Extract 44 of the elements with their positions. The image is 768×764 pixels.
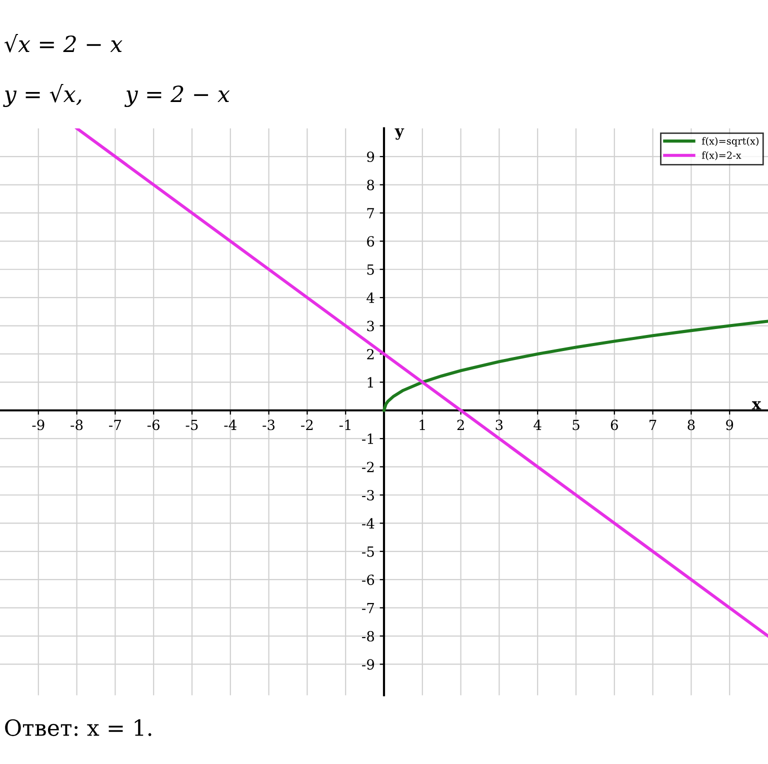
y-tick-label: -2 (362, 462, 374, 472)
x-tick-label: -5 (186, 420, 198, 430)
x-tick-label: -1 (339, 420, 350, 430)
x-tick-label: 8 (688, 420, 695, 430)
x-tick-label: 2 (457, 420, 464, 430)
y-tick-label: -5 (362, 546, 374, 557)
y-tick-label: 5 (367, 264, 374, 275)
y-tick-label: 4 (366, 292, 374, 303)
x-tick-label: 4 (534, 420, 542, 430)
y-tick-label: -7 (362, 602, 374, 614)
legend-label: f(x)=2-x (702, 151, 742, 160)
x-tick-label: -7 (109, 420, 121, 430)
y-tick-label: 7 (367, 208, 374, 218)
y-tick-label: 2 (367, 348, 374, 360)
x-tick-label: -3 (262, 420, 275, 430)
y-tick-label: -1 (362, 434, 373, 444)
x-tick-label: 6 (610, 420, 618, 430)
text: y = √x, y = 2 − x (3, 84, 230, 107)
x-tick-label: -4 (224, 420, 236, 430)
y-tick-label: 3 (367, 320, 374, 332)
x-tick-label: -8 (70, 420, 83, 430)
y-tick-label: -6 (362, 574, 374, 586)
x-tick-label: 3 (496, 420, 503, 430)
y-tick-label: -8 (362, 630, 374, 642)
x-tick-label: 9 (726, 420, 734, 430)
x-axis-title: x (752, 401, 762, 410)
x-tick-label: 1 (420, 420, 425, 430)
legend-label: f(x)=sqrt(x) (702, 137, 758, 147)
y-tick-label: -4 (362, 518, 374, 528)
line-series (382, 320, 768, 412)
x-tick-label: -6 (147, 420, 160, 430)
x-tick-label: 5 (572, 420, 580, 430)
y-tick-label: 9 (367, 152, 374, 162)
y-tick-label: 1 (368, 377, 373, 388)
x-tick-label: 7 (650, 420, 656, 430)
y-axis-title: y (394, 128, 404, 140)
x-tick-label: -2 (301, 420, 313, 430)
y-tick-label: 8 (367, 180, 374, 190)
text: √x = 2 − x (4, 34, 122, 52)
y-tick-label: 6 (367, 236, 374, 247)
y-tick-label: -3 (362, 490, 374, 500)
y-tick-label: -9 (362, 659, 374, 670)
x-tick-label: -9 (32, 420, 44, 430)
text: Ответ: x = 1. (5, 719, 152, 736)
